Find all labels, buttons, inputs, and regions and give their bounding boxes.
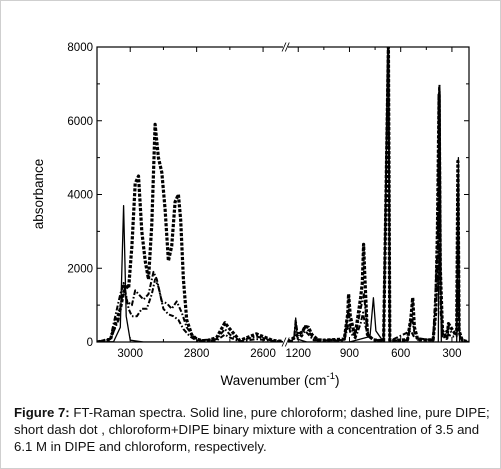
series-line-1-part-1: [97, 204, 283, 342]
axis-break-mark-bottom: //: [281, 338, 290, 350]
x-tick-label: 600: [391, 348, 410, 360]
axis-break-mark-top: //: [281, 43, 290, 55]
y-tick-label: 0: [87, 337, 93, 349]
x-tick-label: 1200: [285, 348, 311, 360]
axes-layer: // // 0 2000 4000 6000 8000 3000 2800 2600 1200 900…: [67, 42, 470, 360]
series-line-1-part-2: [287, 47, 469, 342]
series-line-3-part-2: [287, 47, 469, 342]
series-layer: [97, 47, 469, 342]
series-line-4-part-2: [287, 47, 469, 342]
y-tick-label: 4000: [67, 190, 93, 202]
series-line-4-part-1: [97, 278, 284, 342]
x-axis-title-superscript: -1: [327, 371, 335, 382]
x-tick-label: 300: [442, 348, 461, 360]
x-tick-label: 900: [340, 348, 359, 360]
plot-frame: [96, 46, 470, 343]
x-tick-label: 3000: [117, 348, 143, 360]
series-line-3-part-1: [97, 270, 284, 342]
x-tick-label: 2800: [184, 348, 210, 360]
x-axis-title-main: Wavenumber (cm: [221, 373, 327, 388]
x-axis-title-suffix: ): [335, 373, 340, 388]
y-tick-label: 8000: [67, 42, 93, 54]
caption-text: FT-Raman spectra. Solid line, pure chlor…: [14, 405, 490, 454]
x-axis-title: Wavenumber (cm-1): [221, 371, 340, 388]
caption-label: Figure 7:: [14, 405, 70, 420]
axis-break-gap-bottom: [283, 339, 288, 345]
y-tick-label: 2000: [67, 263, 93, 275]
y-tick-label: 6000: [67, 116, 93, 128]
raman-chart: // // 0 2000 4000 6000 8000 3000 2800 2600 1200 900…: [31, 42, 470, 388]
series-line-2-part-2: [287, 47, 469, 342]
figure-caption: Figure 7: FT-Raman spectra. Solid line, …: [14, 404, 492, 455]
y-axis-title: absorbance: [31, 159, 46, 230]
series-line-2-part-1: [97, 122, 284, 342]
axis-break-gap-top: [283, 44, 288, 50]
x-tick-label: 2600: [250, 348, 276, 360]
